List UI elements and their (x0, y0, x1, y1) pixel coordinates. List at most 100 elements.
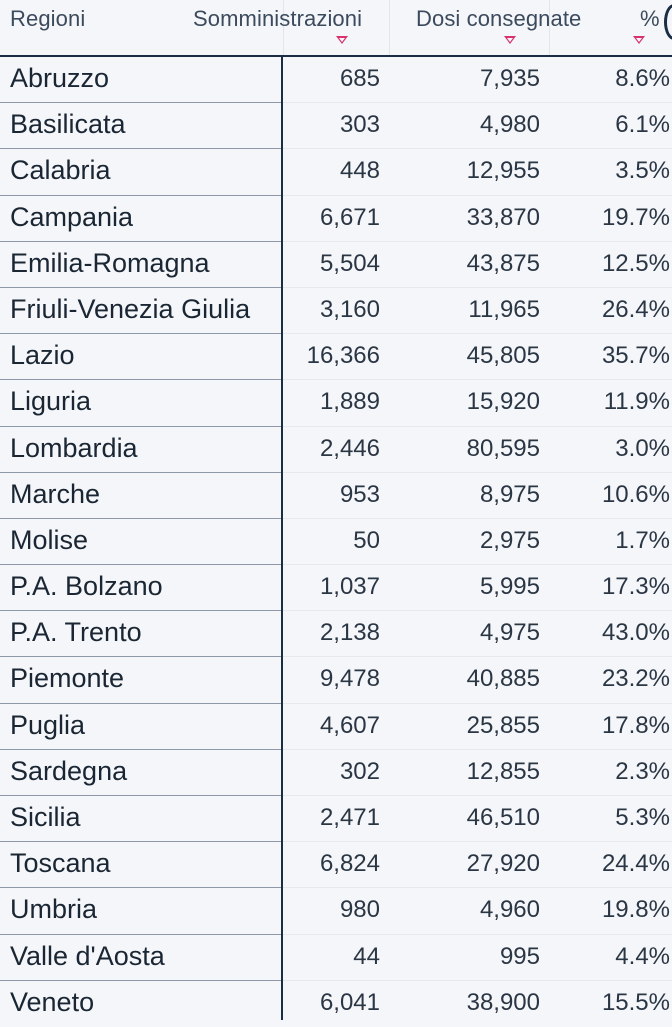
table-body: Abruzzo 685 7,935 8.6% Basilicata 303 4,980 6.1… (0, 57, 672, 1027)
table-row[interactable]: P.A. Bolzano 1,037 5,995 17.3% (0, 565, 672, 612)
percent-cell: 6.1% (615, 111, 670, 139)
administrations-cell: 448 (339, 157, 380, 185)
region-cell: Friuli-Venezia Giulia (10, 293, 251, 324)
sort-desc-icon[interactable] (336, 36, 348, 44)
region-cell: Piemonte (10, 663, 125, 694)
administrations-cell: 1,889 (319, 388, 380, 416)
table-row[interactable]: Friuli-Venezia Giulia 3,160 11,965 26.4% (0, 288, 672, 335)
region-cell: Campania (10, 201, 134, 232)
delivered-cell: 27,920 (466, 850, 540, 878)
percent-cell: 8.6% (615, 65, 670, 92)
administrations-cell: 50 (353, 526, 380, 554)
administrations-cell: 9,478 (319, 665, 380, 693)
region-cell: Abruzzo (10, 63, 110, 93)
region-cell: Emilia-Romagna (10, 247, 210, 278)
sort-desc-icon[interactable] (633, 36, 645, 44)
table-header: Regioni Somministrazioni Dosi consegnate… (0, 0, 672, 57)
administrations-cell: 980 (339, 896, 380, 924)
table-row[interactable]: Lazio 16,366 45,805 35.7% (0, 334, 672, 381)
percent-cell: 11.9% (603, 388, 670, 416)
region-cell: Umbria (10, 894, 98, 925)
header-divider (283, 0, 284, 55)
administrations-cell: 303 (339, 111, 380, 139)
table-row[interactable]: Molise 50 2,975 1.7% (0, 519, 672, 566)
table-row[interactable]: Basilicata 303 4,980 6.1% (0, 103, 672, 150)
region-cell: P.A. Bolzano (10, 571, 163, 602)
table-row[interactable]: Sicilia 2,471 46,510 5.3% (0, 796, 672, 843)
table-row[interactable]: Emilia-Romagna 5,504 43,875 12.5% (0, 242, 672, 289)
region-cell: Sardegna (10, 755, 128, 786)
table-row[interactable]: Toscana 6,824 27,920 24.4% (0, 842, 672, 889)
table-row[interactable]: Sardegna 302 12,855 2.3% (0, 750, 672, 797)
delivered-cell: 4,980 (479, 111, 540, 139)
table-row[interactable]: Campania 6,671 33,870 19.7% (0, 196, 672, 242)
region-cell: Basilicata (10, 109, 126, 140)
percent-cell: 2.3% (615, 757, 670, 785)
header-percent[interactable]: % (640, 6, 660, 31)
delivered-cell: 80,595 (466, 434, 540, 462)
administrations-cell: 44 (353, 942, 380, 970)
delivered-cell: 15,920 (466, 388, 540, 416)
table-row[interactable]: Abruzzo 685 7,935 8.6% (0, 57, 672, 104)
delivered-cell: 7,935 (479, 65, 540, 92)
delivered-cell: 12,955 (466, 157, 540, 185)
table-row[interactable]: P.A. Trento 2,138 4,975 43.0% (0, 611, 672, 658)
delivered-cell: 4,960 (479, 896, 540, 924)
percent-cell: 23.2% (601, 665, 670, 693)
table-row[interactable]: Veneto 6,041 38,900 15.5% (0, 981, 672, 1027)
sort-desc-icon[interactable] (504, 36, 516, 44)
region-cell: Calabria (10, 155, 111, 186)
percent-cell: 43.0% (601, 619, 670, 647)
table-row[interactable]: Puglia 4,607 25,855 17.8% (0, 704, 672, 751)
frozen-column-divider (281, 55, 283, 1020)
region-cell: Marche (10, 478, 101, 509)
percent-cell: 5.3% (615, 804, 670, 831)
header-divider (549, 0, 550, 55)
administrations-cell: 5,504 (319, 249, 380, 277)
percent-cell: 17.8% (601, 711, 670, 739)
region-cell: Valle d'Aosta (10, 940, 165, 971)
administrations-cell: 685 (339, 65, 380, 92)
region-cell: Puglia (10, 709, 86, 740)
table-row[interactable]: Marche 953 8,975 10.6% (0, 473, 672, 520)
percent-cell: 1.7% (615, 526, 670, 554)
delivered-cell: 4,975 (479, 619, 540, 647)
table-row[interactable]: Liguria 1,889 15,920 11.9% (0, 380, 672, 427)
info-icon[interactable] (664, 4, 672, 40)
region-cell: Liguria (10, 386, 92, 417)
table-row[interactable]: Lombardia 2,446 80,595 3.0% (0, 427, 672, 473)
percent-cell: 12.5% (601, 249, 670, 277)
header-somministrazioni[interactable]: Somministrazioni (193, 6, 363, 31)
table-row[interactable]: Umbria 980 4,960 19.8% (0, 888, 672, 935)
percent-cell: 3.5% (615, 157, 670, 185)
delivered-cell: 38,900 (466, 988, 540, 1016)
percent-cell: 19.7% (601, 203, 670, 231)
delivered-cell: 2,975 (479, 526, 540, 554)
delivered-cell: 40,885 (466, 665, 540, 693)
percent-cell: 26.4% (601, 295, 670, 323)
administrations-cell: 6,671 (319, 203, 380, 231)
percent-cell: 4.4% (615, 942, 670, 970)
delivered-cell: 33,870 (466, 203, 540, 231)
header-dosi-consegnate[interactable]: Dosi consegnate (416, 6, 582, 31)
delivered-cell: 43,875 (466, 249, 540, 277)
administrations-cell: 4,607 (319, 711, 380, 739)
table-row[interactable]: Valle d'Aosta 44 995 4.4% (0, 935, 672, 981)
delivered-cell: 8,975 (479, 480, 540, 508)
percent-cell: 17.3% (601, 573, 670, 601)
table-row[interactable]: Calabria 448 12,955 3.5% (0, 149, 672, 196)
delivered-cell: 5,995 (479, 573, 540, 601)
header-divider (389, 0, 390, 55)
administrations-cell: 3,160 (319, 295, 380, 323)
region-cell: P.A. Trento (10, 617, 142, 648)
table-row[interactable]: Piemonte 9,478 40,885 23.2% (0, 657, 672, 704)
administrations-cell: 302 (339, 757, 380, 785)
region-cell: Lombardia (10, 432, 138, 463)
administrations-cell: 2,138 (319, 619, 380, 647)
percent-cell: 10.6% (601, 480, 670, 508)
header-regioni[interactable]: Regioni (10, 6, 86, 31)
region-cell: Veneto (10, 986, 95, 1017)
administrations-cell: 2,446 (319, 434, 380, 462)
region-cell: Molise (10, 524, 89, 555)
